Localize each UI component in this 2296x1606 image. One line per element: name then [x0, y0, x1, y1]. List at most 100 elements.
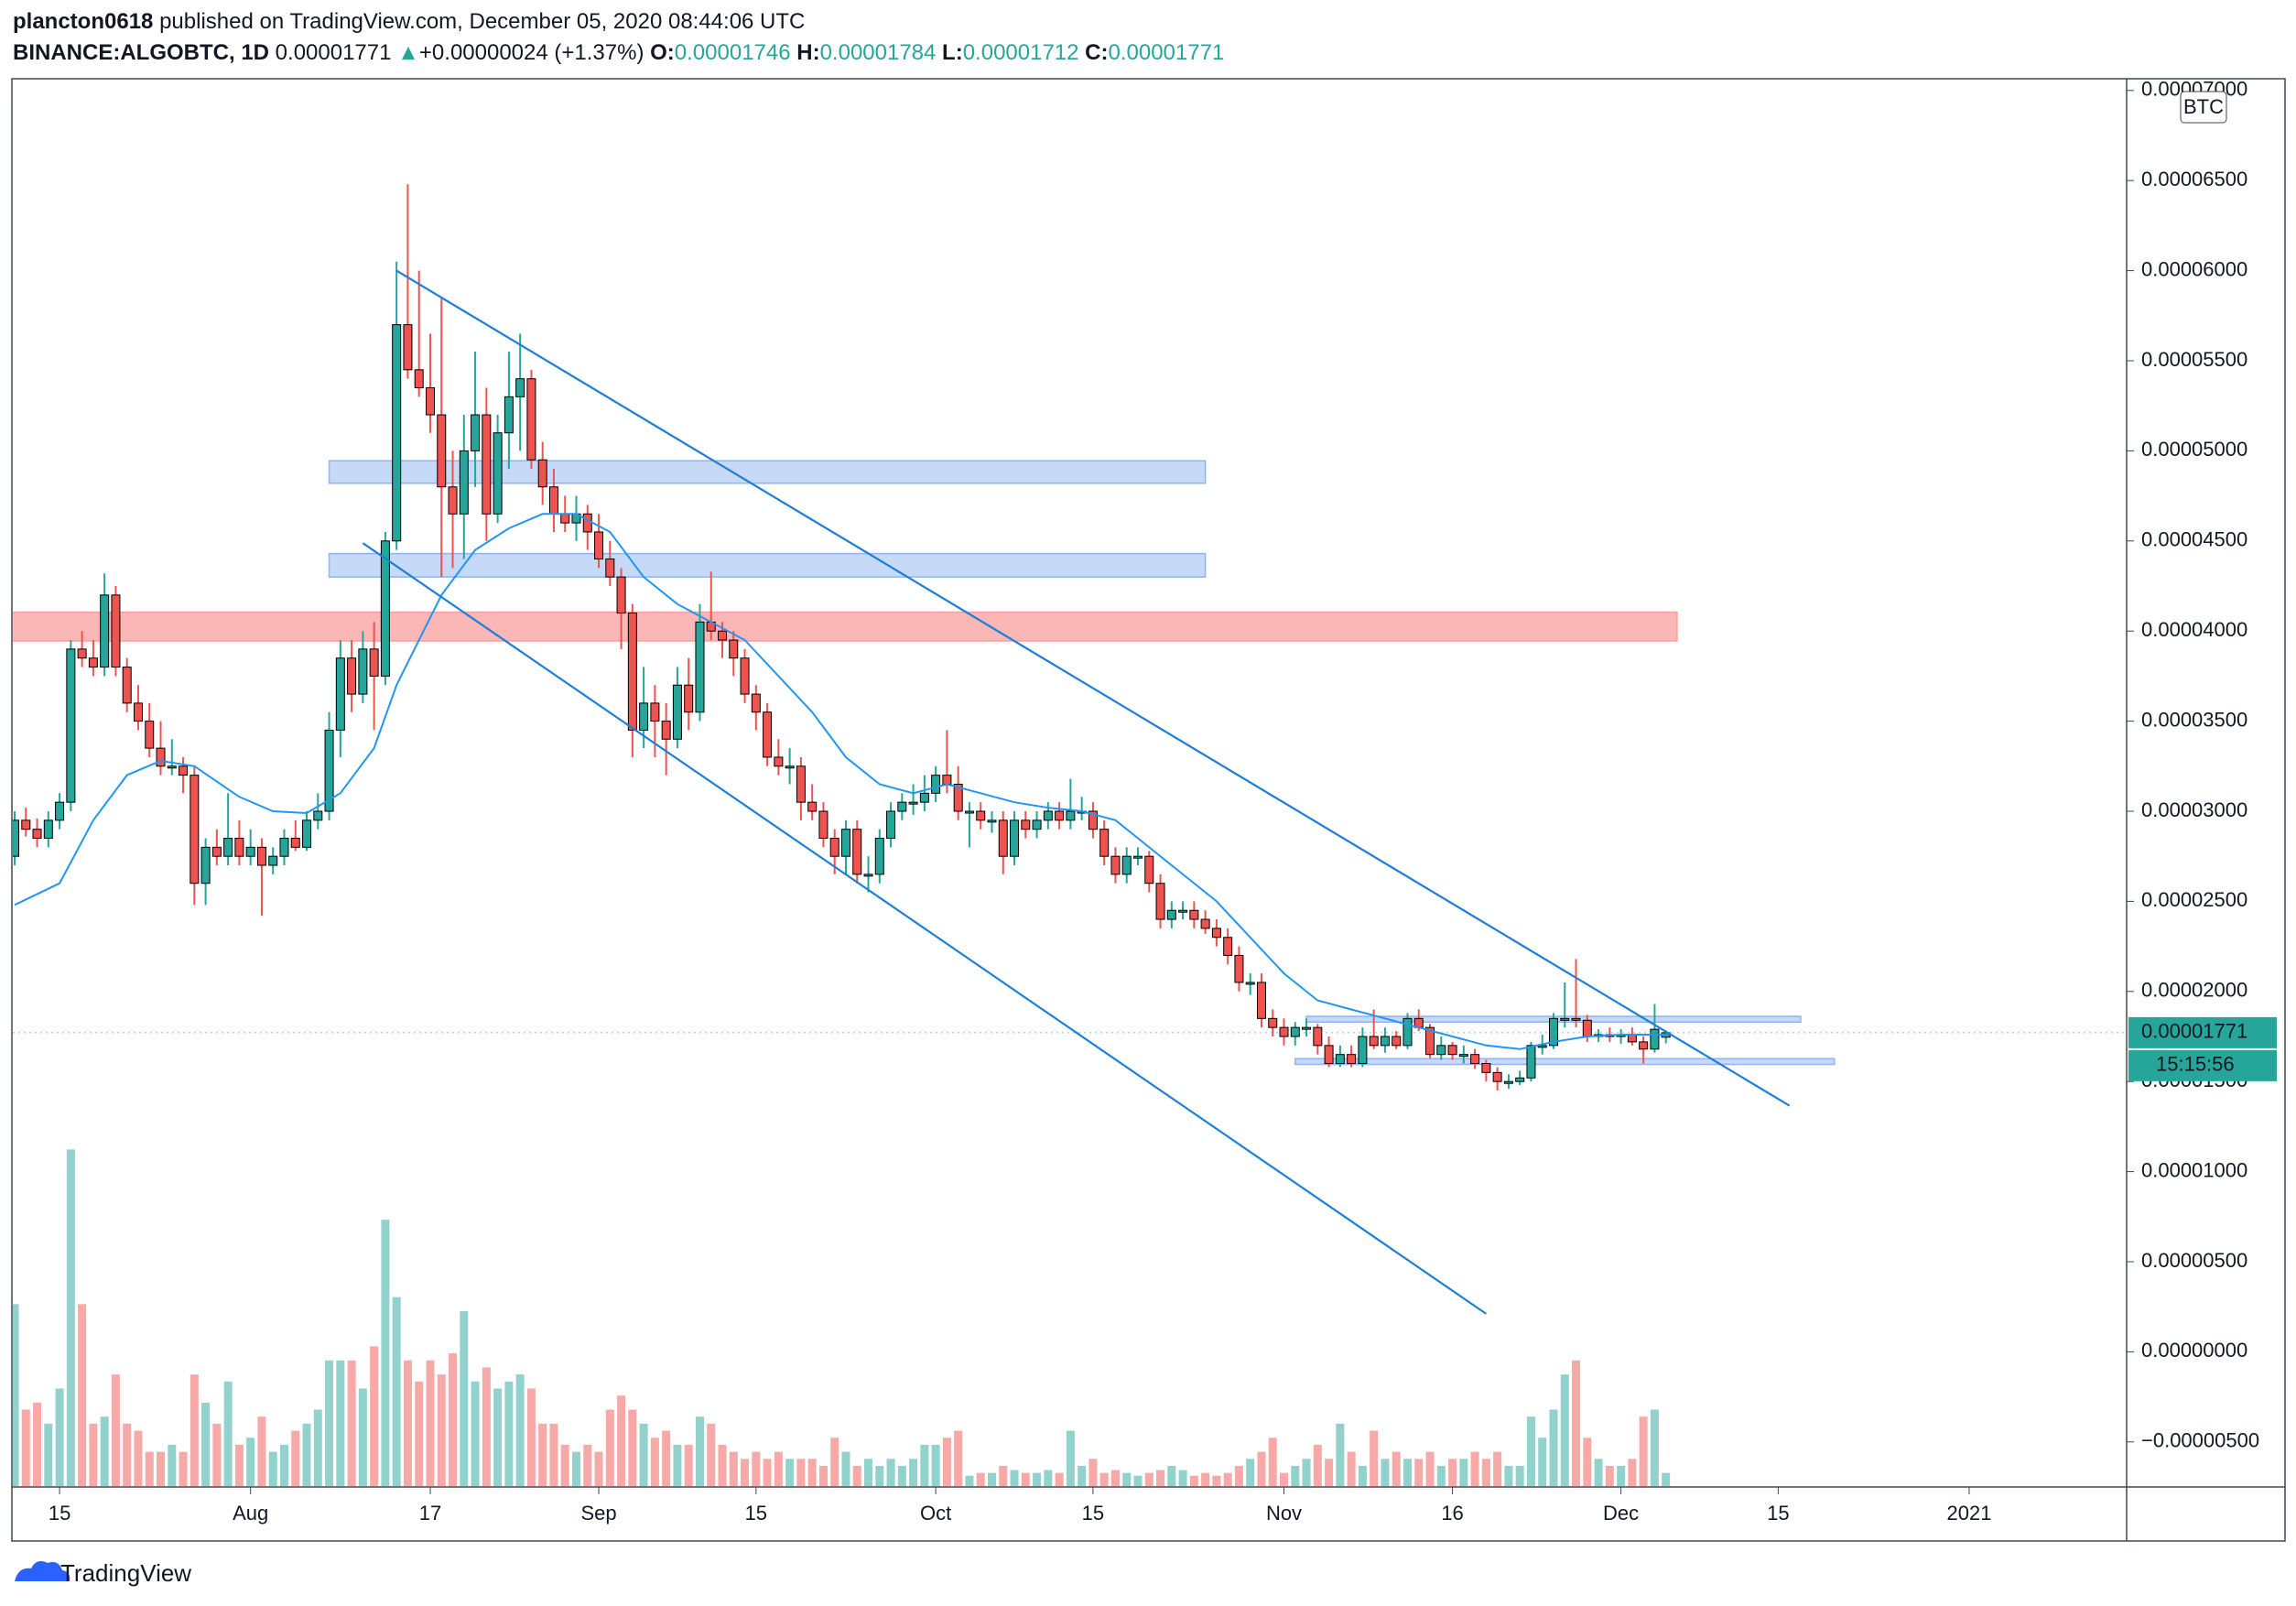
- volume-bar: [741, 1459, 750, 1486]
- volume-bar: [920, 1444, 929, 1486]
- volume-bar: [875, 1465, 884, 1486]
- candle-body: [1347, 1054, 1357, 1065]
- y-tick-label: 0.00003500: [2141, 708, 2247, 731]
- volume-bar: [695, 1416, 704, 1486]
- close-label: C:: [1085, 40, 1109, 65]
- price-tag-box: [2128, 1016, 2277, 1048]
- volume-bar: [415, 1381, 424, 1486]
- currency-badge: [2180, 91, 2227, 124]
- volume-bar: [234, 1444, 244, 1486]
- y-tick-label: 0.00006500: [2141, 168, 2247, 190]
- candle-body: [1200, 918, 1210, 929]
- volume-bar: [707, 1423, 716, 1486]
- volume-bar: [1583, 1438, 1592, 1486]
- volume-bar: [1088, 1459, 1098, 1486]
- volume-bar: [897, 1465, 906, 1486]
- candle-body: [290, 838, 300, 848]
- volume-bar: [628, 1409, 637, 1486]
- volume-bar: [1515, 1465, 1524, 1486]
- candle-body: [684, 684, 694, 713]
- candle-body: [55, 801, 65, 821]
- volume-bar: [1370, 1430, 1379, 1486]
- candle-body: [919, 792, 929, 803]
- candle-body: [156, 747, 166, 767]
- volume-bar: [954, 1430, 963, 1486]
- candle-body: [13, 819, 19, 857]
- x-tick-label: 16: [1441, 1502, 1463, 1525]
- volume-bar: [1189, 1475, 1198, 1486]
- candle-body: [874, 838, 884, 875]
- volume-bar: [1055, 1472, 1064, 1486]
- price-tag: 0.00001771: [2141, 1020, 2247, 1043]
- volume-bar: [774, 1451, 783, 1486]
- volume-bar: [403, 1360, 412, 1486]
- candle-body: [179, 765, 189, 776]
- y-tick-label: 0.00002000: [2141, 979, 2247, 1002]
- volume-bar: [223, 1381, 233, 1486]
- candle-body: [852, 829, 862, 875]
- high: 0.00001784: [819, 40, 937, 65]
- candle-body: [100, 594, 110, 668]
- volume-bar: [987, 1472, 996, 1486]
- candle-body: [829, 838, 839, 857]
- volume-bar: [796, 1459, 806, 1486]
- volume-bar: [1392, 1451, 1401, 1486]
- countdown-box: [2128, 1049, 2277, 1081]
- volume-bar: [1504, 1465, 1513, 1486]
- brand-logo: [15, 1561, 70, 1581]
- candle-body: [302, 819, 312, 848]
- volume-bar: [1594, 1459, 1603, 1486]
- moving-average: [14, 513, 1666, 1050]
- candle-body: [729, 639, 739, 659]
- volume-bar: [449, 1353, 458, 1486]
- y-tick-label: 0.00005000: [2141, 438, 2247, 461]
- y-tick-label: 0.00000500: [2141, 1249, 2247, 1272]
- volume-bar: [1605, 1465, 1614, 1486]
- volume-bar: [1010, 1470, 1019, 1486]
- volume-bar: [1099, 1472, 1109, 1486]
- last-price: 0.00001771: [275, 40, 392, 65]
- candle-body: [886, 810, 896, 840]
- volume-bar: [752, 1451, 761, 1486]
- volume-bar: [370, 1346, 379, 1486]
- currency: BTC: [2183, 95, 2224, 118]
- candle-body: [493, 432, 503, 515]
- volume-bar: [1448, 1459, 1457, 1486]
- author: plancton0618: [13, 9, 154, 34]
- candle-body: [908, 801, 918, 805]
- volume-bar: [1110, 1470, 1120, 1486]
- candle-body: [1403, 1017, 1413, 1047]
- volume-bar: [157, 1451, 166, 1486]
- volume-bar: [1336, 1423, 1345, 1486]
- x-tick-label: Sep: [580, 1502, 616, 1525]
- close: 0.00001771: [1108, 40, 1225, 65]
- volume-bar: [381, 1220, 390, 1486]
- candle-body: [347, 657, 357, 695]
- publish-line: plancton0618 published on TradingView.co…: [13, 9, 805, 35]
- volume-bar: [268, 1451, 277, 1486]
- volume-bar: [1021, 1472, 1030, 1486]
- x-tick-label: Dec: [1603, 1502, 1639, 1525]
- candle-body: [515, 378, 525, 397]
- volume-bar: [583, 1444, 592, 1486]
- candle-body: [537, 459, 547, 488]
- candle-body: [1358, 1036, 1368, 1065]
- volume-bar: [190, 1374, 199, 1486]
- volume-bar: [1257, 1451, 1266, 1486]
- candle-body: [785, 765, 795, 769]
- volume-bar: [1044, 1470, 1053, 1486]
- candle-body: [414, 369, 424, 389]
- volume-bar: [1246, 1459, 1255, 1486]
- x-tick-label: 15: [1767, 1502, 1789, 1525]
- candle-body: [1324, 1045, 1334, 1065]
- candle-body: [1121, 855, 1132, 875]
- volume-bar: [807, 1459, 817, 1486]
- volume-bar: [673, 1444, 682, 1486]
- candle-body: [145, 721, 155, 749]
- x-tick-label: Oct: [920, 1502, 951, 1525]
- volume-bar: [650, 1438, 659, 1486]
- candle-body: [1436, 1045, 1446, 1056]
- candle-body: [66, 648, 76, 803]
- zone: [13, 611, 1678, 642]
- symbol: BINANCE:ALGOBTC, 1D: [13, 40, 269, 65]
